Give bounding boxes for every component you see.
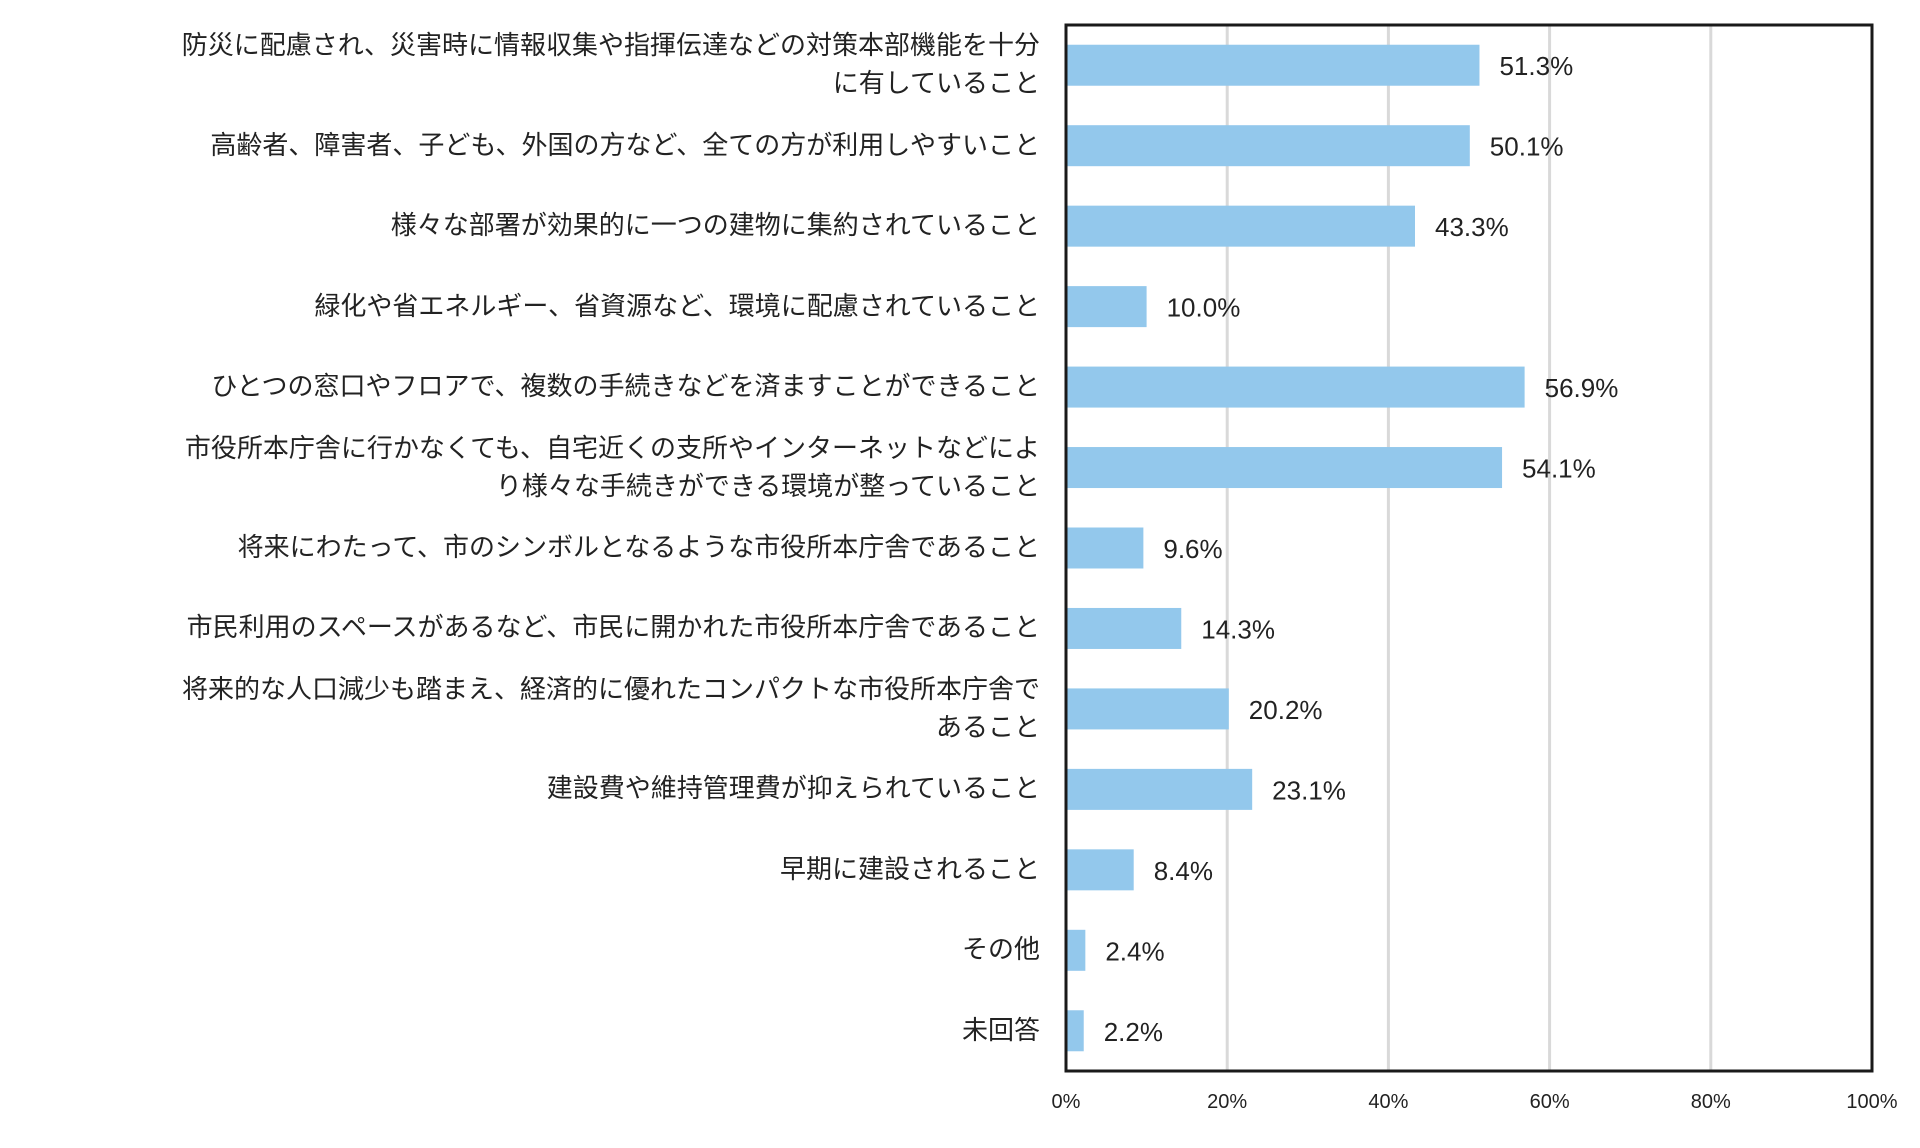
data-label: 2.2%: [1104, 1017, 1163, 1047]
category-label-line: 建設費や維持管理費が抑えられていること: [546, 774, 1040, 805]
category-label-line: 市民利用のスペースがあるなど、市民に開かれた市役所本庁舎であること: [186, 613, 1040, 644]
category-label-line: 将来的な人口減少も踏まえ、経済的に優れたコンパクトな市役所本庁舎で: [181, 674, 1040, 705]
category-label: 未回答: [40, 1012, 1040, 1050]
plot-border: [1064, 23, 1874, 1073]
category-label-line: り様々な手続きができる環境が整っていること: [495, 471, 1040, 502]
category-label: 緑化や省エネルギー、省資源など、環境に配慮されていること: [40, 288, 1040, 326]
bar: [1066, 1010, 1084, 1052]
x-tick-label: 20%: [1207, 1091, 1247, 1113]
category-label-line: あること: [935, 712, 1040, 743]
category-label: その他: [40, 931, 1040, 969]
category-label-line: 防災に配慮され、災害時に情報収集や指揮伝達などの対策本部機能を十分: [181, 31, 1040, 62]
data-label: 51.3%: [1499, 51, 1573, 81]
data-label: 14.3%: [1201, 614, 1275, 644]
bar: [1066, 929, 1086, 971]
category-label: ひとつの窓口やフロアで、複数の手続きなどを済ますことができること: [40, 368, 1040, 406]
category-label-line: ひとつの窓口やフロアで、複数の手続きなどを済ますことができること: [211, 372, 1040, 403]
x-tick-label: 100%: [1846, 1091, 1897, 1113]
data-label: 10.0%: [1167, 293, 1241, 323]
bar: [1066, 366, 1525, 408]
data-label: 54.1%: [1522, 454, 1596, 484]
category-label: 防災に配慮され、災害時に情報収集や指揮伝達などの対策本部機能を十分に有しているこ…: [40, 27, 1040, 103]
bar: [1066, 125, 1470, 167]
data-label: 43.3%: [1435, 212, 1509, 242]
category-label-line: 将来にわたって、市のシンボルとなるような市役所本庁舎であること: [237, 533, 1040, 563]
bar: [1066, 768, 1253, 810]
bar: [1066, 849, 1134, 891]
bar: [1066, 44, 1480, 86]
category-label-line: 高齢者、障害者、子ども、外国の方など、全ての方が利用しやすいこと: [210, 130, 1040, 161]
data-label: 23.1%: [1272, 775, 1346, 805]
data-label: 2.4%: [1105, 936, 1164, 966]
data-label: 50.1%: [1490, 132, 1564, 162]
bar: [1066, 447, 1503, 489]
category-label: 将来にわたって、市のシンボルとなるような市役所本庁舎であること: [40, 529, 1040, 567]
bar: [1066, 607, 1182, 649]
category-label: 市役所本庁舎に行かなくても、自宅近くの支所やインターネットなどにより様々な手続き…: [40, 430, 1040, 506]
data-label: 20.2%: [1249, 695, 1323, 725]
data-label: 9.6%: [1163, 534, 1222, 564]
bar: [1066, 205, 1415, 247]
category-label-line: に有していること: [832, 69, 1040, 100]
bar: [1066, 527, 1144, 569]
category-label: 高齢者、障害者、子ども、外国の方など、全ての方が利用しやすいこと: [40, 127, 1040, 165]
category-label-line: 様々な部署が効果的に一つの建物に集約されていること: [390, 211, 1040, 242]
x-tick-label: 40%: [1368, 1091, 1408, 1113]
category-label-line: 緑化や省エネルギー、省資源など、環境に配慮されていること: [314, 291, 1040, 322]
category-label-line: その他: [961, 935, 1040, 966]
bar: [1066, 688, 1229, 730]
x-tick-label: 80%: [1691, 1091, 1731, 1113]
x-tick-label: 0%: [1052, 1091, 1081, 1113]
category-label: 建設費や維持管理費が抑えられていること: [40, 770, 1040, 808]
category-label: 様々な部署が効果的に一つの建物に集約されていること: [40, 207, 1040, 245]
data-label: 56.9%: [1545, 373, 1619, 403]
category-label: 市民利用のスペースがあるなど、市民に開かれた市役所本庁舎であること: [40, 609, 1040, 647]
category-label-line: 未回答: [961, 1015, 1040, 1046]
category-label: 早期に建設されること: [40, 851, 1040, 889]
bar: [1066, 286, 1147, 328]
category-label-line: 市役所本庁舎に行かなくても、自宅近くの支所やインターネットなどによ: [184, 433, 1040, 464]
category-label-line: 早期に建設されること: [779, 854, 1040, 885]
x-tick-label: 60%: [1530, 1091, 1570, 1113]
category-label: 将来的な人口減少も踏まえ、経済的に優れたコンパクトな市役所本庁舎であること: [40, 671, 1040, 747]
data-label: 8.4%: [1154, 856, 1213, 886]
